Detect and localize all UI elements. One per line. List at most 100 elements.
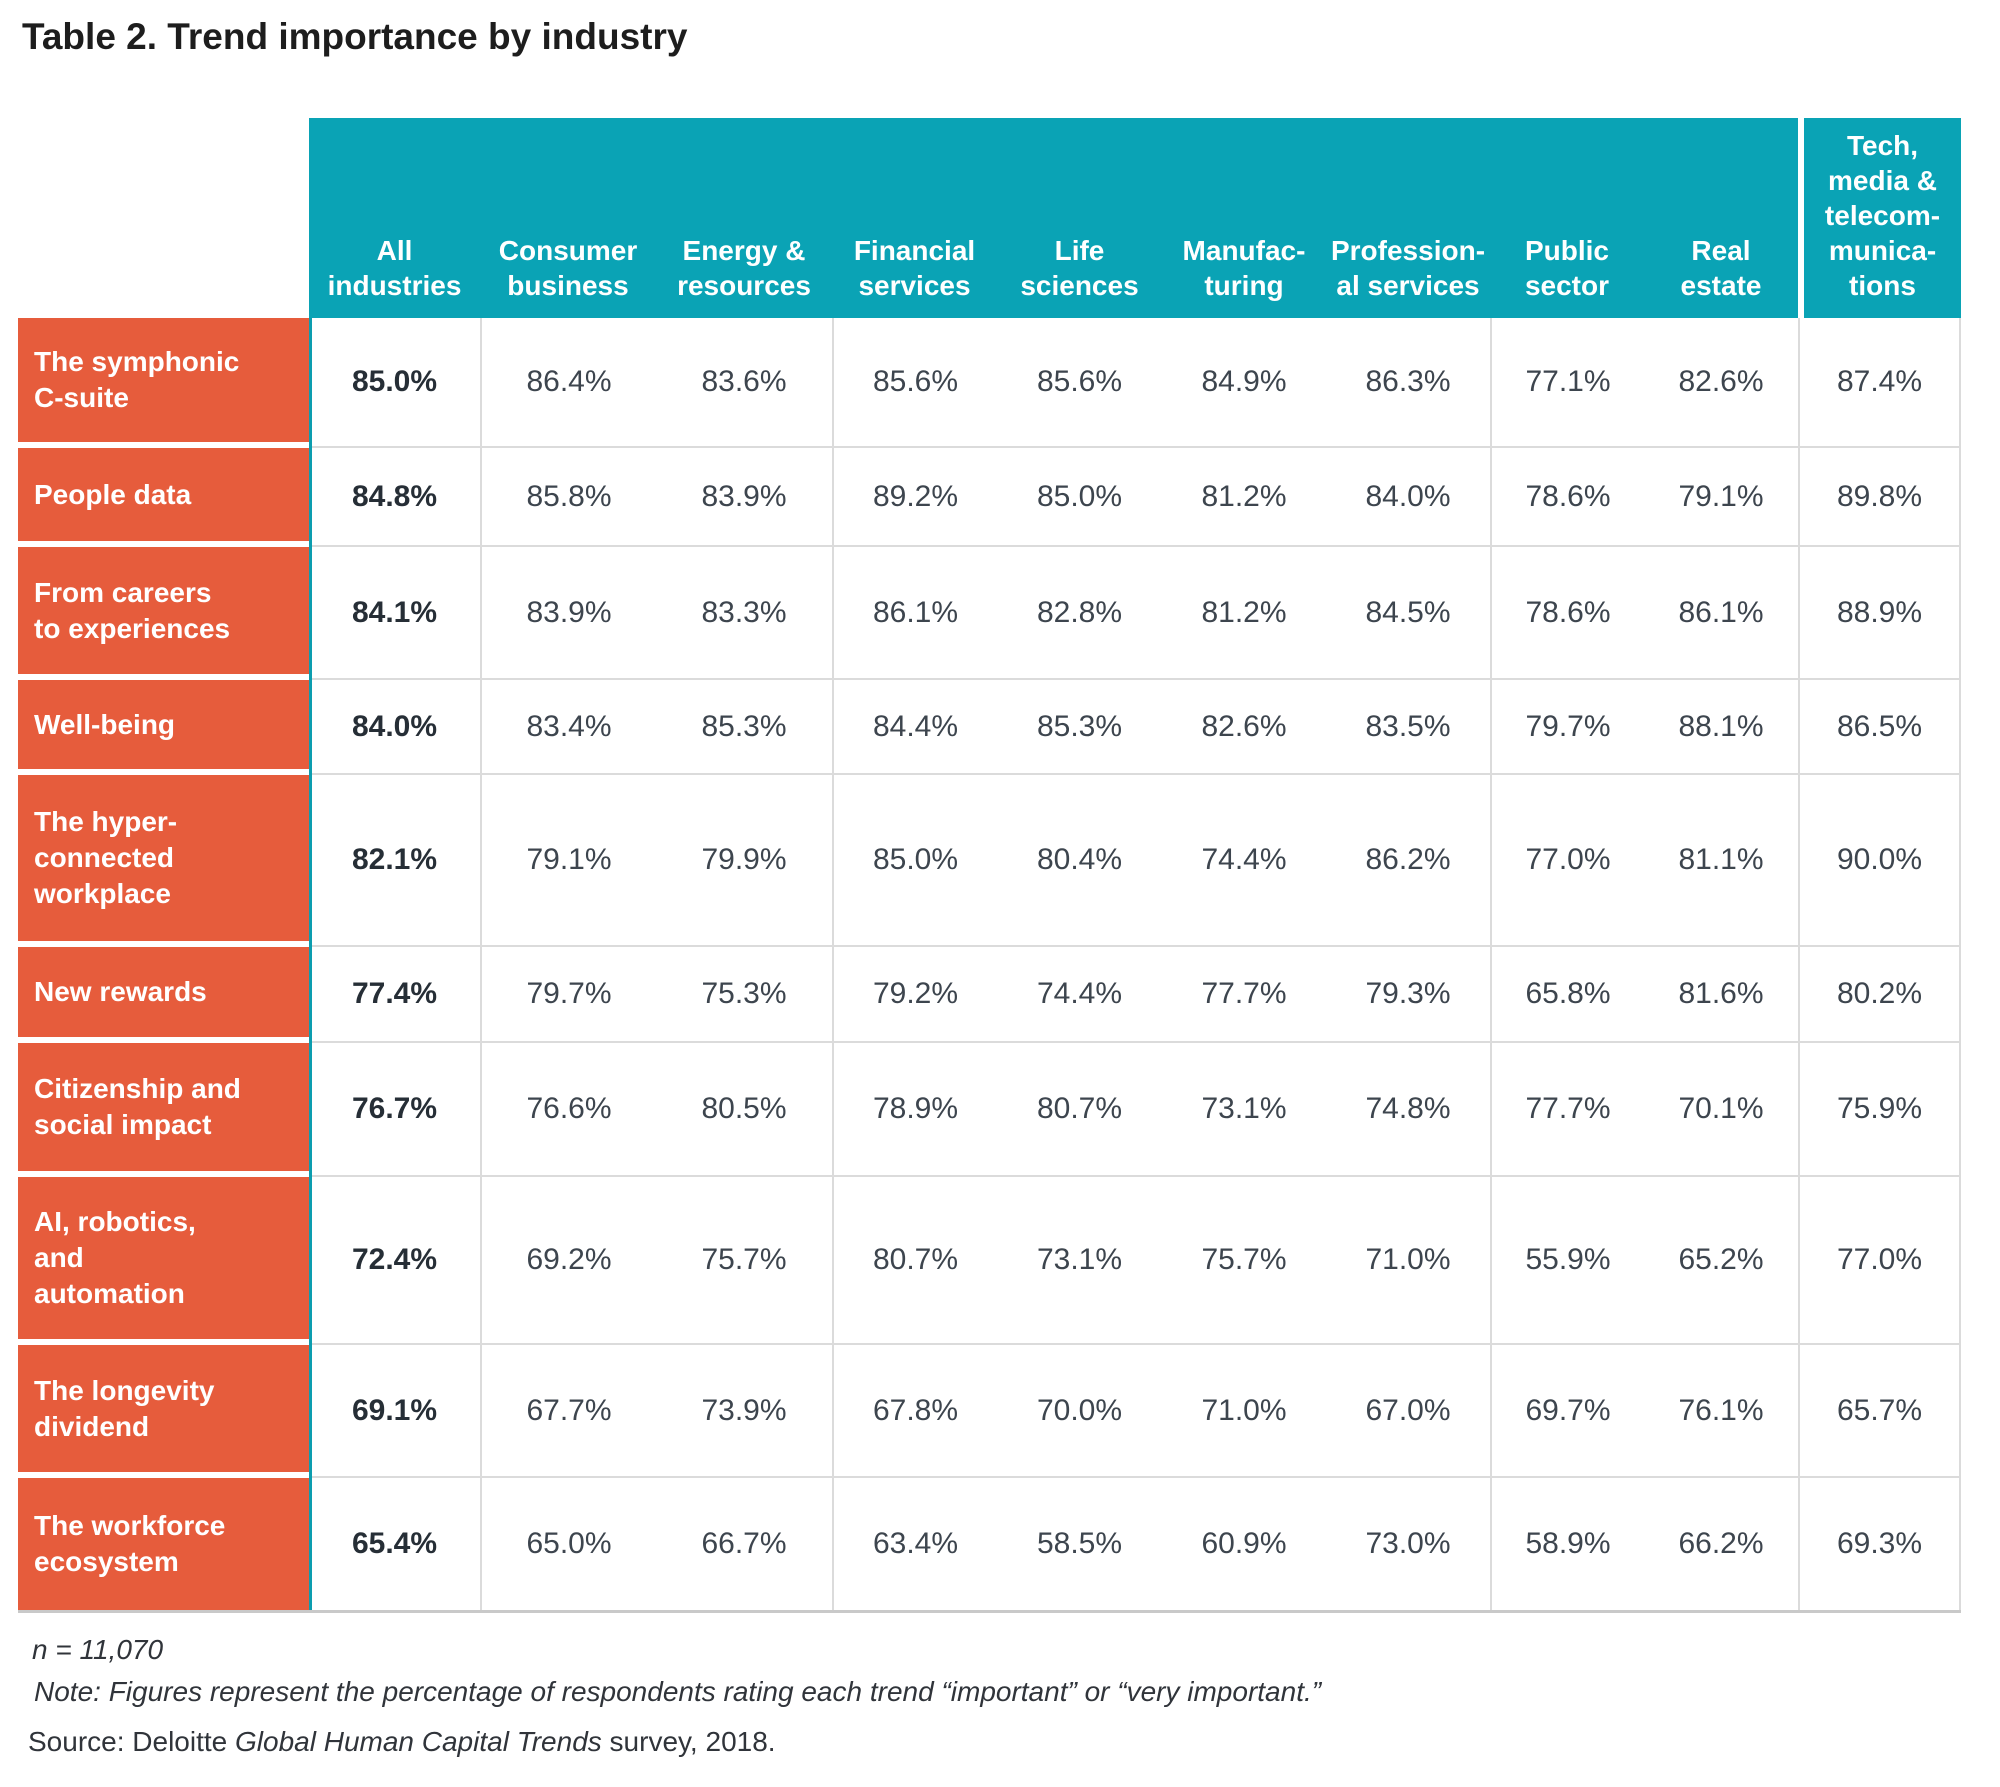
data-cell: 85.8% [480, 448, 656, 547]
data-cell: 88.9% [1798, 547, 1961, 680]
data-cell: 65.2% [1644, 1177, 1798, 1345]
data-cell: 58.5% [997, 1478, 1162, 1610]
data-cell: 89.2% [832, 448, 997, 547]
data-cell: 79.1% [1644, 448, 1798, 547]
data-cell: 75.3% [656, 947, 832, 1043]
source-suffix: survey, 2018. [601, 1726, 776, 1757]
data-cell: 86.3% [1326, 318, 1490, 448]
data-cell: 77.1% [1490, 318, 1644, 448]
source-prefix: Source: Deloitte [28, 1726, 235, 1757]
data-cell: 86.2% [1326, 775, 1490, 947]
data-cell: 75.7% [656, 1177, 832, 1345]
data-cell: 84.1% [309, 547, 480, 680]
column-header: Consumer business [480, 118, 656, 318]
trend-table: All industries Consumer business Energy & res… [18, 118, 1961, 1613]
data-cell: 66.2% [1644, 1478, 1798, 1610]
data-cell: 84.0% [1326, 448, 1490, 547]
data-cell: 74.4% [997, 947, 1162, 1043]
row-label: New rewards [18, 947, 309, 1043]
data-cell: 65.7% [1798, 1345, 1961, 1478]
data-cell: 76.1% [1644, 1345, 1798, 1478]
data-cell: 85.6% [997, 318, 1162, 448]
row-label: The hyper-connected workplace [18, 775, 309, 947]
data-cell: 75.7% [1162, 1177, 1326, 1345]
data-cell: 71.0% [1326, 1177, 1490, 1345]
data-cell: 81.6% [1644, 947, 1798, 1043]
data-cell: 81.2% [1162, 547, 1326, 680]
data-cell: 86.1% [1644, 547, 1798, 680]
data-cell: 81.2% [1162, 448, 1326, 547]
data-cell: 58.9% [1490, 1478, 1644, 1610]
data-cell: 65.0% [480, 1478, 656, 1610]
column-header: Public sector [1490, 118, 1644, 318]
data-cell: 78.6% [1490, 448, 1644, 547]
data-cell: 78.6% [1490, 547, 1644, 680]
data-cell: 85.6% [832, 318, 997, 448]
data-cell: 74.4% [1162, 775, 1326, 947]
data-cell: 77.7% [1162, 947, 1326, 1043]
source-publication: Global Human Capital Trends [235, 1726, 602, 1757]
data-cell: 63.4% [832, 1478, 997, 1610]
data-cell: 74.8% [1326, 1043, 1490, 1177]
data-cell: 82.8% [997, 547, 1162, 680]
row-label: AI, robotics, and automation [18, 1177, 309, 1345]
row-label: Well-being [18, 680, 309, 775]
column-header: Real estate [1644, 118, 1798, 318]
data-cell: 55.9% [1490, 1177, 1644, 1345]
data-cell: 85.3% [997, 680, 1162, 775]
data-cell: 73.1% [1162, 1043, 1326, 1177]
data-cell: 80.4% [997, 775, 1162, 947]
data-cell: 83.9% [480, 547, 656, 680]
data-cell: 86.4% [480, 318, 656, 448]
data-cell: 84.9% [1162, 318, 1326, 448]
data-cell: 65.8% [1490, 947, 1644, 1043]
data-cell: 73.1% [997, 1177, 1162, 1345]
data-cell: 80.7% [832, 1177, 997, 1345]
trend-table-wrap: All industries Consumer business Energy & res… [18, 118, 1961, 1613]
data-cell: 79.7% [480, 947, 656, 1043]
data-cell: 79.9% [656, 775, 832, 947]
data-cell: 65.4% [309, 1478, 480, 1610]
column-header: All industries [309, 118, 480, 318]
table-corner [18, 118, 309, 318]
sample-size-note: n = 11,070 [32, 1634, 164, 1665]
data-cell: 72.4% [309, 1177, 480, 1345]
data-cell: 77.0% [1798, 1177, 1961, 1345]
data-cell: 70.0% [997, 1345, 1162, 1478]
data-cell: 78.9% [832, 1043, 997, 1177]
data-cell: 86.5% [1798, 680, 1961, 775]
data-cell: 84.0% [309, 680, 480, 775]
data-cell: 66.7% [656, 1478, 832, 1610]
data-cell: 82.6% [1644, 318, 1798, 448]
data-cell: 83.9% [656, 448, 832, 547]
data-cell: 67.7% [480, 1345, 656, 1478]
column-header: Financial services [832, 118, 997, 318]
data-cell: 82.6% [1162, 680, 1326, 775]
data-cell: 85.0% [309, 318, 480, 448]
data-cell: 75.9% [1798, 1043, 1961, 1177]
data-cell: 69.1% [309, 1345, 480, 1478]
data-cell: 76.7% [309, 1043, 480, 1177]
data-cell: 79.3% [1326, 947, 1490, 1043]
data-cell: 67.8% [832, 1345, 997, 1478]
row-label: The workforce ecosystem [18, 1478, 309, 1610]
page-title: Table 2. Trend importance by industry [22, 16, 688, 57]
data-cell: 90.0% [1798, 775, 1961, 947]
data-cell: 77.7% [1490, 1043, 1644, 1177]
column-header: Life sciences [997, 118, 1162, 318]
data-cell: 82.1% [309, 775, 480, 947]
data-cell: 85.3% [656, 680, 832, 775]
data-cell: 83.3% [656, 547, 832, 680]
data-cell: 83.6% [656, 318, 832, 448]
data-cell: 79.7% [1490, 680, 1644, 775]
data-cell: 69.7% [1490, 1345, 1644, 1478]
data-cell: 69.3% [1798, 1478, 1961, 1610]
data-cell: 83.4% [480, 680, 656, 775]
data-cell: 67.0% [1326, 1345, 1490, 1478]
data-cell: 80.7% [997, 1043, 1162, 1177]
row-label: People data [18, 448, 309, 547]
data-cell: 84.4% [832, 680, 997, 775]
column-header: Manufac-turing [1162, 118, 1326, 318]
row-label: From careers to experiences [18, 547, 309, 680]
row-label: The symphonic C-suite [18, 318, 309, 448]
